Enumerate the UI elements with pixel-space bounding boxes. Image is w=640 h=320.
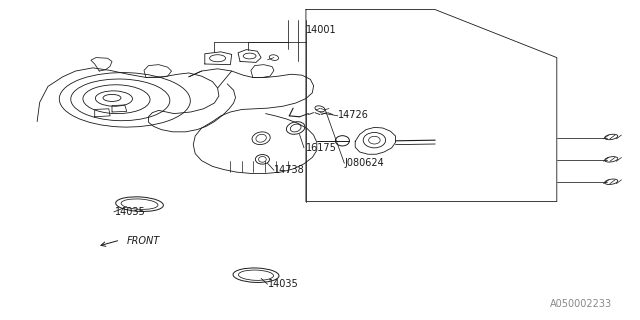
Text: A050002233: A050002233 xyxy=(550,299,612,309)
Text: FRONT: FRONT xyxy=(127,236,160,246)
Text: 14035: 14035 xyxy=(268,279,298,289)
Text: J080624: J080624 xyxy=(344,158,384,168)
Text: 16175: 16175 xyxy=(306,143,337,153)
Text: 14035: 14035 xyxy=(115,207,146,217)
Text: 14001: 14001 xyxy=(306,25,337,36)
Text: 14726: 14726 xyxy=(338,110,369,120)
Text: 14738: 14738 xyxy=(274,165,305,175)
